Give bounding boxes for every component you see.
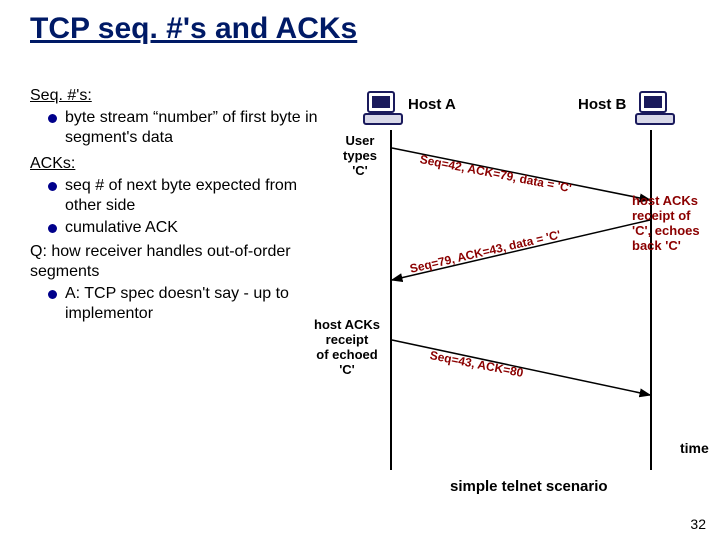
bullet-text: seq # of next byte expected from other s… <box>65 176 320 216</box>
seq-header: Seq. #'s: <box>30 86 320 106</box>
bullet-text: cumulative ACK <box>65 218 320 238</box>
list-item: seq # of next byte expected from other s… <box>48 176 320 216</box>
bullet-text: A: TCP spec doesn't say - up to implemen… <box>65 284 320 324</box>
bullet-icon <box>48 114 57 123</box>
left-column: Seq. #'s: byte stream “number” of first … <box>30 86 320 326</box>
list-item: cumulative ACK <box>48 218 320 238</box>
question-text: Q: how receiver handles out-of-order seg… <box>30 242 320 282</box>
diagram: Host A Host B Seq=42, ACK=79, data = 'C'… <box>330 90 710 500</box>
list-item: byte stream “number” of first byte in se… <box>48 108 320 148</box>
note-host-ack: host ACKs receipt of echoed 'C' <box>304 318 390 378</box>
bullet-icon <box>48 182 57 191</box>
note-host-ack-echo: host ACKs receipt of 'C', echoes back 'C… <box>632 194 712 254</box>
bullet-icon <box>48 290 57 299</box>
bullet-icon <box>48 224 57 233</box>
page-number: 32 <box>690 516 706 532</box>
scenario-caption: simple telnet scenario <box>450 478 608 495</box>
ack-header: ACKs: <box>30 154 320 174</box>
time-label: time <box>680 440 709 456</box>
note-user-types: User types 'C' <box>334 134 386 179</box>
message-arrows <box>330 90 710 490</box>
list-item: A: TCP spec doesn't say - up to implemen… <box>48 284 320 324</box>
bullet-text: byte stream “number” of first byte in se… <box>65 108 320 148</box>
slide-title: TCP seq. #'s and ACKs <box>30 12 357 46</box>
